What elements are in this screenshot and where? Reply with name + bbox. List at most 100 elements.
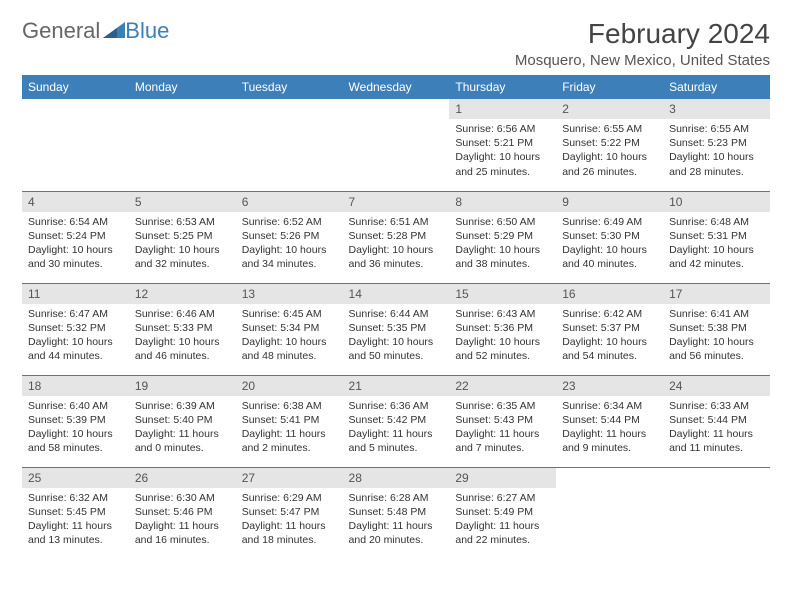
daylight-text: Daylight: 10 hours and 28 minutes.	[669, 150, 764, 178]
calendar-day-cell: 19Sunrise: 6:39 AMSunset: 5:40 PMDayligh…	[129, 375, 236, 467]
calendar-day-cell: 25Sunrise: 6:32 AMSunset: 5:45 PMDayligh…	[22, 467, 129, 559]
calendar-week-row: 1Sunrise: 6:56 AMSunset: 5:21 PMDaylight…	[22, 99, 770, 191]
daylight-text: Daylight: 10 hours and 42 minutes.	[669, 243, 764, 271]
daylight-text: Daylight: 11 hours and 9 minutes.	[562, 427, 657, 455]
sunrise-text: Sunrise: 6:51 AM	[349, 215, 444, 229]
day-info: Sunrise: 6:36 AMSunset: 5:42 PMDaylight:…	[343, 396, 450, 461]
daylight-text: Daylight: 11 hours and 20 minutes.	[349, 519, 444, 547]
sunrise-text: Sunrise: 6:44 AM	[349, 307, 444, 321]
day-info: Sunrise: 6:34 AMSunset: 5:44 PMDaylight:…	[556, 396, 663, 461]
calendar-day-cell: 24Sunrise: 6:33 AMSunset: 5:44 PMDayligh…	[663, 375, 770, 467]
sunrise-text: Sunrise: 6:42 AM	[562, 307, 657, 321]
calendar-day-cell: 18Sunrise: 6:40 AMSunset: 5:39 PMDayligh…	[22, 375, 129, 467]
day-number: 19	[129, 376, 236, 396]
sunset-text: Sunset: 5:34 PM	[242, 321, 337, 335]
day-number: 20	[236, 376, 343, 396]
day-number: 17	[663, 284, 770, 304]
daylight-text: Daylight: 11 hours and 22 minutes.	[455, 519, 550, 547]
day-number: 8	[449, 192, 556, 212]
sunset-text: Sunset: 5:29 PM	[455, 229, 550, 243]
sunrise-text: Sunrise: 6:28 AM	[349, 491, 444, 505]
daylight-text: Daylight: 10 hours and 38 minutes.	[455, 243, 550, 271]
daylight-text: Daylight: 11 hours and 16 minutes.	[135, 519, 230, 547]
daylight-text: Daylight: 10 hours and 26 minutes.	[562, 150, 657, 178]
calendar-week-row: 11Sunrise: 6:47 AMSunset: 5:32 PMDayligh…	[22, 283, 770, 375]
sunset-text: Sunset: 5:46 PM	[135, 505, 230, 519]
calendar-week-row: 4 Sunrise: 6:54 AMSunset: 5:24 PM Daylight…	[22, 191, 770, 283]
sunrise-text: Sunrise: 6:39 AM	[135, 399, 230, 413]
sunset-text: Sunset: 5:36 PM	[455, 321, 550, 335]
day-info: Sunrise: 6:38 AMSunset: 5:41 PMDaylight:…	[236, 396, 343, 461]
sunrise-text: Sunrise: 6:35 AM	[455, 399, 550, 413]
day-number: 12	[129, 284, 236, 304]
calendar-day-cell: 21Sunrise: 6:36 AMSunset: 5:42 PMDayligh…	[343, 375, 450, 467]
sunset-text: Sunset: 5:31 PM	[669, 229, 764, 243]
calendar-day-cell	[343, 99, 450, 191]
day-info: Sunrise: 6:49 AMSunset: 5:30 PMDaylight:…	[556, 212, 663, 277]
day-number: 18	[22, 376, 129, 396]
day-header: Wednesday	[343, 75, 450, 99]
day-number: 28	[343, 468, 450, 488]
day-number: 6	[236, 192, 343, 212]
sunset-text: Sunset: 5:38 PM	[669, 321, 764, 335]
sunrise-text: Sunrise: 6:54 AM	[28, 215, 123, 229]
day-number: 26	[129, 468, 236, 488]
day-info: Sunrise: 6:43 AMSunset: 5:36 PMDaylight:…	[449, 304, 556, 369]
sunrise-text: Sunrise: 6:55 AM	[562, 122, 657, 136]
daylight-text: Daylight: 10 hours and 50 minutes.	[349, 335, 444, 363]
sunset-text: Sunset: 5:39 PM	[28, 413, 123, 427]
day-number: 11	[22, 284, 129, 304]
calendar-day-cell	[22, 99, 129, 191]
day-info: Sunrise: 6:33 AMSunset: 5:44 PMDaylight:…	[663, 396, 770, 461]
calendar-day-cell: 2Sunrise: 6:55 AMSunset: 5:22 PMDaylight…	[556, 99, 663, 191]
calendar-day-cell: 12Sunrise: 6:46 AMSunset: 5:33 PMDayligh…	[129, 283, 236, 375]
sunset-text: Sunset: 5:30 PM	[562, 229, 657, 243]
day-info: Sunrise: 6:45 AMSunset: 5:34 PMDaylight:…	[236, 304, 343, 369]
day-info: Sunrise: 6:55 AMSunset: 5:22 PMDaylight:…	[556, 119, 663, 184]
day-number: 24	[663, 376, 770, 396]
calendar-day-cell: 5Sunrise: 6:53 AMSunset: 5:25 PMDaylight…	[129, 191, 236, 283]
calendar-table: Sunday Monday Tuesday Wednesday Thursday…	[22, 75, 770, 559]
sunset-text: Sunset: 5:24 PM	[28, 229, 123, 243]
sunrise-text: Sunrise: 6:38 AM	[242, 399, 337, 413]
day-info: Sunrise: 6:56 AMSunset: 5:21 PMDaylight:…	[449, 119, 556, 184]
sunset-text: Sunset: 5:48 PM	[349, 505, 444, 519]
day-number: 27	[236, 468, 343, 488]
day-info: Sunrise: 6:51 AMSunset: 5:28 PMDaylight:…	[343, 212, 450, 277]
daylight-text: Daylight: 10 hours and 54 minutes.	[562, 335, 657, 363]
day-number: 1	[449, 99, 556, 119]
calendar-day-cell: 10Sunrise: 6:48 AMSunset: 5:31 PMDayligh…	[663, 191, 770, 283]
day-info: Sunrise: 6:40 AMSunset: 5:39 PMDaylight:…	[22, 396, 129, 461]
sunset-text: Sunset: 5:25 PM	[135, 229, 230, 243]
day-info: Sunrise: 6:52 AMSunset: 5:26 PMDaylight:…	[236, 212, 343, 277]
daylight-text: Daylight: 11 hours and 18 minutes.	[242, 519, 337, 547]
daylight-text: Daylight: 10 hours and 52 minutes.	[455, 335, 550, 363]
day-number: 4	[22, 192, 129, 212]
sunrise-text: Sunrise: 6:45 AM	[242, 307, 337, 321]
daylight-text: Daylight: 10 hours and 44 minutes.	[28, 335, 123, 363]
calendar-day-cell: 26Sunrise: 6:30 AMSunset: 5:46 PMDayligh…	[129, 467, 236, 559]
sunrise-text: Sunrise: 6:50 AM	[455, 215, 550, 229]
day-info: Sunrise: 6:27 AMSunset: 5:49 PMDaylight:…	[449, 488, 556, 553]
sunset-text: Sunset: 5:42 PM	[349, 413, 444, 427]
daylight-text: Daylight: 10 hours and 48 minutes.	[242, 335, 337, 363]
logo-text-2: Blue	[125, 18, 169, 44]
day-header: Tuesday	[236, 75, 343, 99]
logo-triangle-icon	[103, 18, 125, 44]
sunrise-text: Sunrise: 6:27 AM	[455, 491, 550, 505]
daylight-text: Daylight: 10 hours and 46 minutes.	[135, 335, 230, 363]
daylight-text: Daylight: 11 hours and 0 minutes.	[135, 427, 230, 455]
day-info: Sunrise: 6:42 AMSunset: 5:37 PMDaylight:…	[556, 304, 663, 369]
daylight-text: Daylight: 10 hours and 36 minutes.	[349, 243, 444, 271]
sunset-text: Sunset: 5:41 PM	[242, 413, 337, 427]
sunset-text: Sunset: 5:26 PM	[242, 229, 337, 243]
sunrise-text: Sunrise: 6:32 AM	[28, 491, 123, 505]
sunrise-text: Sunrise: 6:33 AM	[669, 399, 764, 413]
location-text: Mosquero, New Mexico, United States	[515, 52, 770, 69]
calendar-day-cell	[663, 467, 770, 559]
day-number: 14	[343, 284, 450, 304]
day-header-row: Sunday Monday Tuesday Wednesday Thursday…	[22, 75, 770, 99]
calendar-week-row: 25Sunrise: 6:32 AMSunset: 5:45 PMDayligh…	[22, 467, 770, 559]
calendar-day-cell: 4Sunrise: 6:54 AMSunset: 5:24 PMDaylight…	[22, 191, 129, 283]
day-number: 7	[343, 192, 450, 212]
